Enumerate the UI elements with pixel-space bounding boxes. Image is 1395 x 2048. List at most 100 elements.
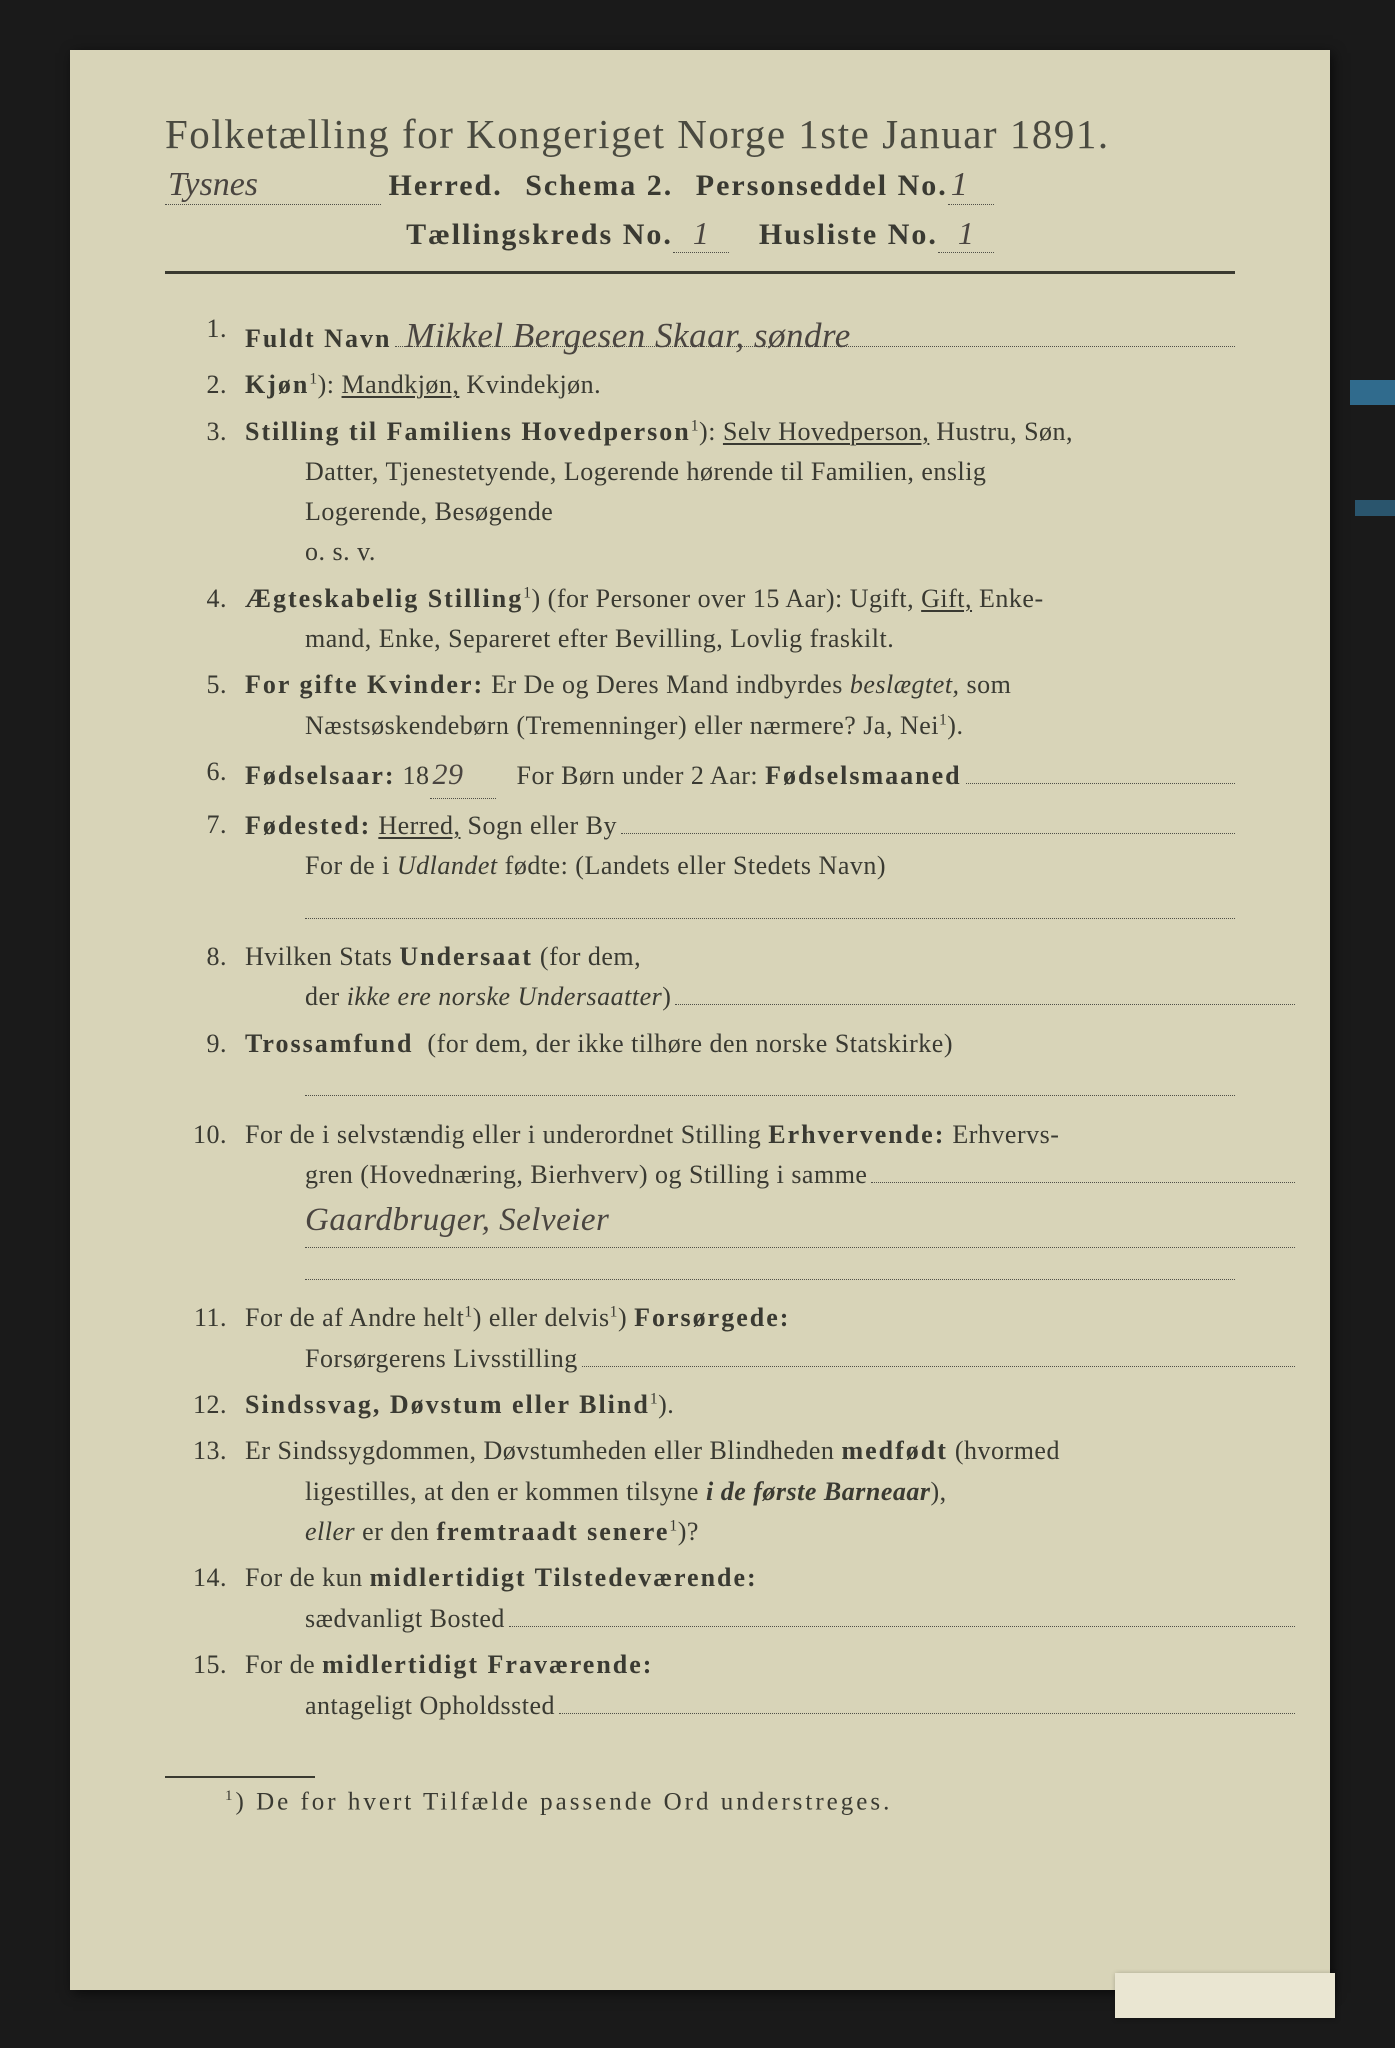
question-11: 11. For de af Andre helt1) eller delvis1… [165, 1298, 1235, 1379]
schema-label: Schema 2. [525, 169, 673, 202]
q8-text1: Hvilken Stats [245, 942, 392, 971]
q5-label: For gifte Kvinder: [245, 670, 484, 699]
q13-ital2: i de første Barneaar [706, 1477, 931, 1506]
header-line-2: Tysnes Herred. Schema 2. Personseddel No… [165, 166, 1235, 205]
q13-text1: Er Sindssygdommen, Døvstumheden eller Bl… [245, 1436, 834, 1465]
q9-text: (for dem, der ikke tilhøre den norske St… [427, 1029, 953, 1058]
q5-line2a: Næstsøskendebørn (Tremenninger) eller næ… [245, 711, 939, 740]
q3-selected: Selv Hovedperson, [723, 417, 929, 446]
q6-hw: 29 [430, 752, 496, 800]
q7-opt2: Sogn eller By [468, 806, 618, 846]
q11-text3: ) [618, 1303, 627, 1332]
dotted-line [675, 977, 1295, 1005]
torn-paper [1115, 1973, 1335, 2018]
q3-sup: 1 [691, 417, 699, 434]
question-5: 5. For gifte Kvinder: Er De og Deres Man… [165, 665, 1235, 746]
question-13: 13. Er Sindssygdommen, Døvstumheden elle… [165, 1431, 1235, 1552]
header-line-3: Tællingskreds No.1 Husliste No.1 [165, 215, 1235, 253]
q8-line2b: ) [662, 977, 671, 1017]
q-num: 1. [165, 309, 245, 359]
dotted-line [621, 805, 1235, 833]
q13-line2a: ligestilles, at den er kommen tilsyne [305, 1477, 699, 1506]
q4-line2: mand, Enke, Separeret efter Bevilling, L… [245, 624, 894, 653]
husliste-label: Husliste No. [759, 218, 938, 251]
q4-paren: (for Personer over 15 Aar): [548, 584, 843, 613]
q-num: 11. [165, 1298, 245, 1379]
q1-handwritten: Mikkel Bergesen Skaar, søndre [395, 309, 1235, 347]
document-paper: Folketælling for Kongeriget Norge 1ste J… [70, 50, 1330, 1990]
q14-text1: For de kun [245, 1563, 363, 1592]
footnote: 1) De for hvert Tilfælde passende Ord un… [165, 1788, 1235, 1816]
q-num: 12. [165, 1385, 245, 1425]
q11-text2: ) eller delvis [473, 1303, 610, 1332]
question-15: 15. For de midlertidigt Fraværende: anta… [165, 1645, 1235, 1726]
q-num: 6. [165, 752, 245, 800]
q12-sup: 1 [650, 1390, 658, 1407]
q14-line2: sædvanligt Bosted [305, 1599, 505, 1639]
q6-prefix: 18 [403, 756, 430, 796]
dotted-line [509, 1598, 1295, 1626]
q8-line2a: der [305, 977, 340, 1017]
q10-label: Erhvervende: [768, 1120, 945, 1149]
herred-label: Herred. [389, 169, 503, 202]
q11-label: Forsørgede: [634, 1303, 790, 1332]
personseddel-hw: 1 [948, 166, 994, 205]
herred-handwritten: Tysnes [165, 166, 381, 205]
q-num: 7. [165, 805, 245, 930]
q7-selected: Herred, [378, 806, 460, 846]
q-num: 9. [165, 1024, 245, 1109]
q6-label: Fødselsaar: [245, 756, 396, 796]
question-14: 14. For de kun midlertidigt Tilstedevære… [165, 1558, 1235, 1639]
dotted-line [305, 886, 1235, 918]
dotted-line [559, 1685, 1295, 1713]
q3-label: Stilling til Familiens Hovedperson [245, 417, 691, 446]
tkreds-label: Tællingskreds No. [406, 218, 673, 251]
q-num: 4. [165, 579, 245, 660]
footnote-rule [165, 1776, 315, 1778]
q13-line3a: eller [305, 1517, 355, 1546]
question-6: 6. Fødselsaar: 1829 For Børn under 2 Aar… [165, 752, 1235, 800]
q13-label: medfødt [841, 1436, 947, 1465]
q5-text1: Er De og Deres Mand indbyrdes [491, 670, 843, 699]
q13-bold3: fremtraadt senere [436, 1517, 669, 1546]
q12-end: ). [658, 1390, 674, 1419]
q10-text2: Erhvervs- [952, 1120, 1059, 1149]
q4-selected: Gift, [921, 584, 972, 613]
q6-label2: Fødselsmaaned [765, 756, 961, 796]
q5-text1b: som [967, 670, 1012, 699]
husliste-hw: 1 [938, 215, 994, 253]
q2-selected: Mandkjøn, [342, 370, 460, 399]
q8-text2: (for dem, [540, 942, 641, 971]
q11-line2: Forsørgerens Livsstilling [305, 1339, 578, 1379]
q13-text2: (hvormed [955, 1436, 1060, 1465]
q7-line2a: For de i [305, 851, 390, 880]
q9-label: Trossamfund [245, 1029, 413, 1058]
blue-mark-2 [1355, 500, 1395, 516]
q-num: 15. [165, 1645, 245, 1726]
tkreds-hw: 1 [673, 215, 729, 253]
q3-line4: o. s. v. [245, 537, 376, 566]
q11-sup1: 1 [464, 1303, 472, 1320]
q-num: 13. [165, 1431, 245, 1552]
q-num: 14. [165, 1558, 245, 1639]
question-12: 12. Sindssvag, Døvstum eller Blind1). [165, 1385, 1235, 1425]
question-1: 1. Fuldt Navn Mikkel Bergesen Skaar, søn… [165, 309, 1235, 359]
question-10: 10. For de i selvstændig eller i underor… [165, 1115, 1235, 1293]
dotted-line [871, 1155, 1295, 1183]
personseddel-label: Personseddel No. [696, 169, 948, 202]
q13-sup: 1 [669, 1517, 677, 1534]
q4-opt-a: Ugift, [850, 584, 914, 613]
q7-label: Fødested: [245, 806, 371, 846]
q11-text1: For de af Andre helt [245, 1303, 464, 1332]
q5-line2b: ). [947, 711, 963, 740]
q2-opt2: Kvindekjøn. [466, 370, 601, 399]
q-num: 3. [165, 412, 245, 573]
q4-opt-c: Enke- [979, 584, 1044, 613]
q6-text2: For Børn under 2 Aar: [517, 756, 759, 796]
dotted-line [305, 1064, 1235, 1096]
question-3: 3. Stilling til Familiens Hovedperson1):… [165, 412, 1235, 573]
q15-line2: antageligt Opholdssted [305, 1686, 555, 1726]
q3-line2: Datter, Tjenestetyende, Logerende hørend… [245, 457, 986, 486]
q2-label: Kjøn [245, 370, 309, 399]
question-4: 4. Ægteskabelig Stilling1) (for Personer… [165, 579, 1235, 660]
